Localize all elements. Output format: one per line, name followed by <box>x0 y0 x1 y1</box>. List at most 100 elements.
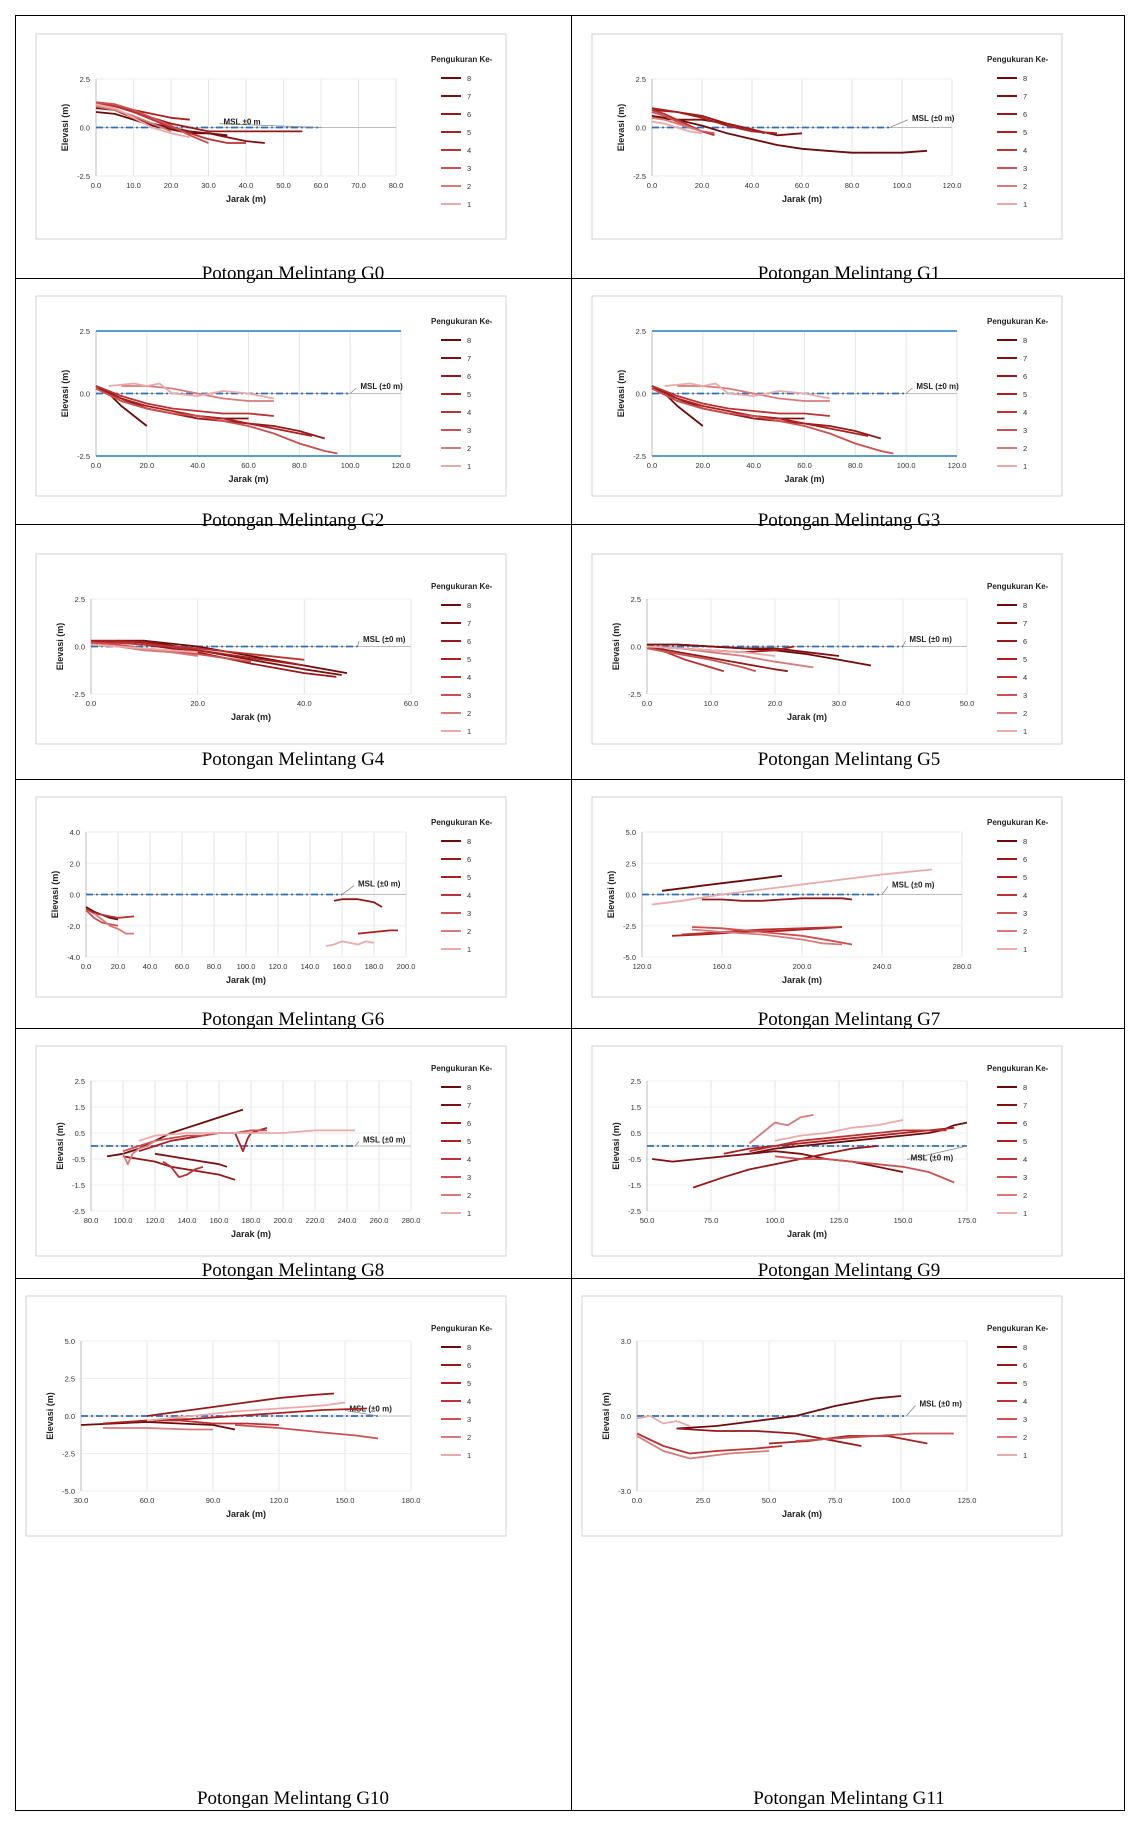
x-tick-label: 240.0 <box>338 1216 357 1225</box>
x-tick-label: 120.0 <box>943 181 962 190</box>
y-tick-label: 0.5 <box>631 1129 641 1138</box>
panel-g10: 30.0 60.0 90.0 120.0 150.0 180.0 5.0 2.5 0.0 -2.5… <box>16 1278 570 1812</box>
x-tick-label: 90.0 <box>206 1496 221 1505</box>
msl-leader <box>349 387 357 394</box>
chart-svg: 0.0 20.0 40.0 60.0 80.0 100.0 120.0 140.0 160.0 1… <box>35 796 507 998</box>
panel-g0: 0.0 10.0 20.0 30.0 40.0 50.0 60.0 70.0 80.0 2.5 0.… <box>16 16 570 284</box>
x-axis-label: Jarak (m) <box>228 474 268 484</box>
y-tick-label: 3.0 <box>621 1337 631 1346</box>
chart-frame <box>591 796 1063 998</box>
grid-divider-horizontal <box>16 278 1124 279</box>
x-tick-label: 20.0 <box>164 181 179 190</box>
series-line-1 <box>636 1415 691 1427</box>
legend-label-6: 6 <box>1023 855 1027 864</box>
panel-caption: Potongan Melintang G4 <box>201 749 385 770</box>
legend-label-1: 1 <box>467 727 471 736</box>
panel-g6: 0.0 20.0 40.0 60.0 80.0 100.0 120.0 140.0 160.0 1… <box>16 779 570 1030</box>
y-tick-label: -2.5 <box>72 690 85 699</box>
y-axis-label: Elevasi (m) <box>55 1122 65 1170</box>
x-tick-label: 100.0 <box>897 461 916 470</box>
y-tick-label: 2.5 <box>631 595 641 604</box>
series-line-2 <box>93 912 134 935</box>
series-line-1 <box>90 643 198 654</box>
legend-label-5: 5 <box>467 1137 471 1146</box>
x-tick-label: 140.0 <box>301 962 320 971</box>
x-tick-label: 100.0 <box>892 1496 911 1505</box>
panel-caption: Potongan Melintang G7 <box>757 1009 941 1030</box>
msl-label: MSL (±0 m) <box>919 1400 962 1409</box>
legend-label-1: 1 <box>467 200 471 209</box>
series-line-6 <box>676 1427 862 1447</box>
y-tick-label: 2.5 <box>75 1077 85 1086</box>
legend-label-2: 2 <box>467 1191 471 1200</box>
msl-label: MSL (±0 m) <box>912 114 955 123</box>
x-tick-label: 75.0 <box>828 1496 843 1505</box>
legend-title: Pengukuran Ke- <box>431 317 493 326</box>
legend-label-5: 5 <box>1023 873 1027 882</box>
x-tick-label: 100.0 <box>766 1216 785 1225</box>
legend-label-4: 4 <box>467 673 471 682</box>
x-tick-label: 10.0 <box>704 699 719 708</box>
legend-label-8: 8 <box>1023 837 1027 846</box>
series-line-1 <box>774 1119 904 1142</box>
x-tick-label: 30.0 <box>832 699 847 708</box>
legend-label-2: 2 <box>1023 1191 1027 1200</box>
legend-label-2: 2 <box>467 182 471 191</box>
x-tick-label: 125.0 <box>830 1216 849 1225</box>
y-axis-label: Elevasi (m) <box>60 104 70 152</box>
x-tick-label: 240.0 <box>873 962 892 971</box>
x-tick-label: 125.0 <box>958 1496 977 1505</box>
panel-caption: Potongan Melintang G0 <box>201 263 385 284</box>
msl-label: MSL (±0 m) <box>909 635 952 644</box>
panel-caption: Potongan Melintang G3 <box>757 510 941 531</box>
series-line-7 <box>154 1152 228 1168</box>
y-axis-label: Elevasi (m) <box>611 623 621 671</box>
series-line-2 <box>651 116 703 133</box>
x-tick-label: 60.0 <box>175 962 190 971</box>
msl-label: MSL ±0 m <box>224 118 261 127</box>
panel-g9: 50.0 75.0 100.0 125.0 150.0 175.0 2.5 1.5 0.5 -0.… <box>572 1028 1126 1281</box>
series-line-2 <box>748 1113 814 1145</box>
y-tick-label: -2.0 <box>67 922 80 931</box>
x-axis-label: Jarak (m) <box>226 194 266 204</box>
legend-label-8: 8 <box>1023 1083 1027 1092</box>
series-line-3 <box>122 1129 267 1153</box>
x-tick-label: 280.0 <box>402 1216 421 1225</box>
chart-svg: 80.0 100.0 120.0 140.0 160.0 180.0 200.0 220.0 2… <box>35 1045 507 1257</box>
y-tick-label: 2.5 <box>80 75 90 84</box>
series-line-6 <box>122 1155 236 1181</box>
series-line-1 <box>651 868 933 906</box>
y-tick-label: 0.0 <box>636 124 646 133</box>
y-axis-label: Elevasi (m) <box>611 1122 621 1170</box>
legend-label-4: 4 <box>467 891 471 900</box>
x-tick-label: 120.0 <box>948 461 967 470</box>
legend-label-5: 5 <box>1023 1137 1027 1146</box>
x-tick-label: 80.0 <box>389 181 404 190</box>
legend-label-8: 8 <box>467 1083 471 1092</box>
series-line-2 <box>103 1427 213 1431</box>
x-tick-label: 30.0 <box>201 181 216 190</box>
x-tick-label: 150.0 <box>894 1216 913 1225</box>
legend-label-7: 7 <box>467 354 471 363</box>
x-axis-label: Jarak (m) <box>784 474 824 484</box>
y-tick-label: -1.5 <box>628 1181 641 1190</box>
series-line-5 <box>768 1435 928 1445</box>
legend-title: Pengukuran Ke- <box>987 582 1049 591</box>
legend-label-8: 8 <box>467 601 471 610</box>
legend-label-2: 2 <box>1023 182 1027 191</box>
y-tick-label: -4.0 <box>67 953 80 962</box>
legend-label-6: 6 <box>1023 637 1027 646</box>
series-line-3 <box>234 1424 379 1440</box>
legend-label-7: 7 <box>467 92 471 101</box>
legend-label-7: 7 <box>467 619 471 628</box>
msl-label: MSL (±0 m) <box>363 1136 406 1145</box>
grid-divider-horizontal <box>16 779 1124 780</box>
legend-label-3: 3 <box>1023 1173 1027 1182</box>
series-line-1 <box>146 1401 346 1422</box>
series-line-1 <box>108 382 275 400</box>
msl-label: MSL (±0 m) <box>349 1405 392 1414</box>
msl-leader <box>905 387 913 394</box>
series-line-6 <box>333 898 383 908</box>
y-axis-label: Elevasi (m) <box>50 871 60 919</box>
